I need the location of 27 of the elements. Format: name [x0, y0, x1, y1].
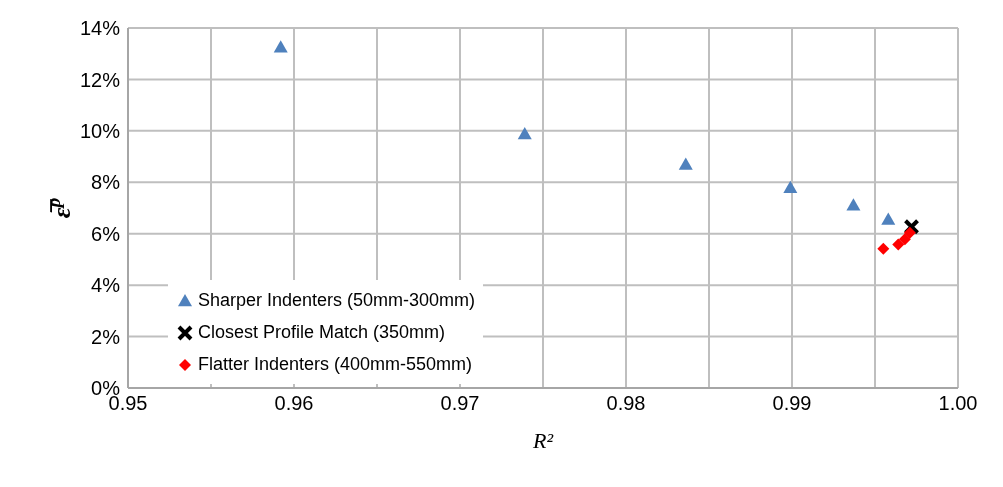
- x-tick-label: 1.00: [938, 392, 978, 415]
- legend-label: Flatter Indenters (400mm-550mm): [198, 353, 473, 375]
- x-tick-label: 0.97: [440, 392, 480, 415]
- point: [898, 233, 911, 246]
- y-tick-label: 14%: [79, 17, 121, 40]
- x-tick-label: 0.99: [772, 392, 812, 415]
- point: [678, 157, 693, 170]
- point: [846, 198, 861, 211]
- point: [877, 242, 890, 255]
- legend-label: Closest Profile Match (350mm): [198, 321, 446, 343]
- x-tick-label: 0.98: [606, 392, 646, 415]
- point: [881, 212, 896, 225]
- point: [903, 218, 920, 235]
- point: [273, 40, 288, 53]
- y-tick-label: 4%: [91, 274, 121, 297]
- y-tick-label: 6%: [91, 222, 121, 245]
- y-tick-label: 8%: [91, 171, 121, 194]
- y-tick-label: 10%: [79, 119, 121, 142]
- point: [903, 226, 916, 239]
- y-tick-label: 2%: [91, 325, 121, 348]
- point: [892, 238, 905, 251]
- point: [517, 126, 532, 140]
- x-axis-title: R²: [531, 428, 554, 453]
- x-tick-label: 0.96: [274, 392, 314, 415]
- y-tick-label: 12%: [79, 68, 121, 91]
- point: [783, 180, 798, 193]
- legend-label: Sharper Indenters (50mm-300mm): [198, 289, 476, 311]
